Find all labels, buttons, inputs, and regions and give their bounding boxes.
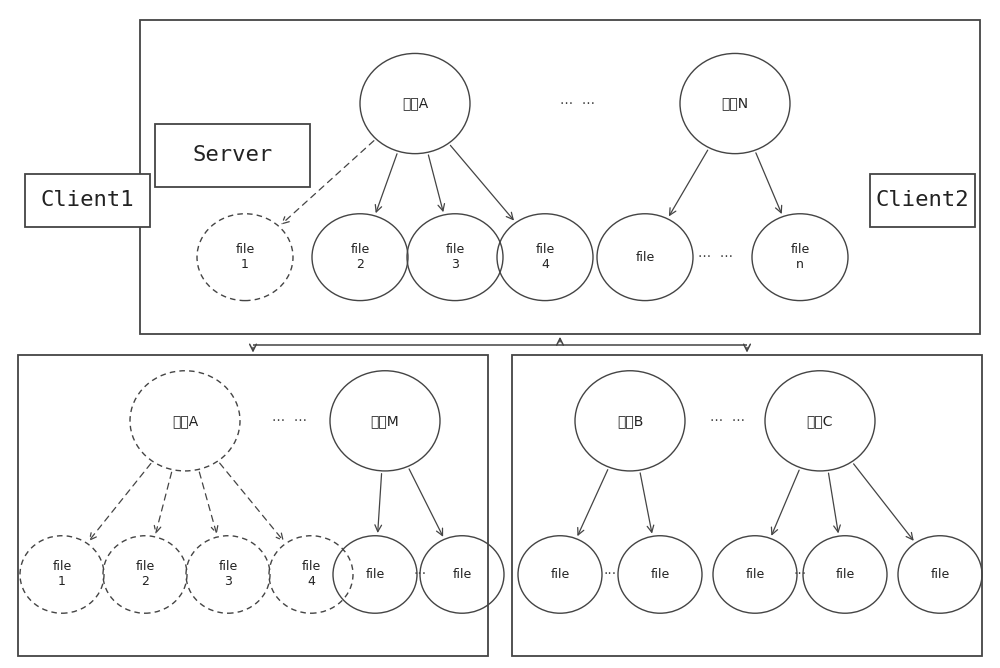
Bar xyxy=(25,174,150,227)
Text: 目录A: 目录A xyxy=(402,97,428,110)
Text: file
n: file n xyxy=(790,243,810,271)
Text: file: file xyxy=(550,568,570,581)
Bar xyxy=(870,174,975,227)
Text: file: file xyxy=(635,250,655,264)
Text: ···: ··· xyxy=(413,568,427,581)
Text: file
4: file 4 xyxy=(535,243,555,271)
Text: file
4: file 4 xyxy=(301,560,321,589)
Bar xyxy=(140,20,980,334)
Text: 目录A: 目录A xyxy=(172,414,198,428)
Text: file
1: file 1 xyxy=(52,560,72,589)
Text: Server: Server xyxy=(192,146,273,165)
Bar xyxy=(512,355,982,656)
Text: 目录M: 目录M xyxy=(371,414,399,428)
Bar xyxy=(155,124,310,187)
Text: file: file xyxy=(745,568,765,581)
Text: file
3: file 3 xyxy=(218,560,238,589)
Text: 目录B: 目录B xyxy=(617,414,643,428)
Text: file: file xyxy=(650,568,670,581)
Text: Client2: Client2 xyxy=(876,190,969,210)
Text: file: file xyxy=(452,568,472,581)
Text: 目录N: 目录N xyxy=(721,97,749,110)
Text: ···: ··· xyxy=(793,568,807,581)
Text: file
3: file 3 xyxy=(445,243,465,271)
Text: ···  ···: ··· ··· xyxy=(698,250,734,264)
Text: ···  ···: ··· ··· xyxy=(560,97,596,110)
Bar xyxy=(18,355,488,656)
Text: ···  ···: ··· ··· xyxy=(272,414,308,428)
Text: file
2: file 2 xyxy=(135,560,155,589)
Text: ···: ··· xyxy=(603,568,617,581)
Text: file
1: file 1 xyxy=(235,243,255,271)
Text: file: file xyxy=(835,568,855,581)
Text: ···  ···: ··· ··· xyxy=(710,414,744,428)
Text: file: file xyxy=(930,568,950,581)
Text: 目录C: 目录C xyxy=(807,414,833,428)
Text: file
2: file 2 xyxy=(350,243,370,271)
Text: Client1: Client1 xyxy=(41,190,134,210)
Text: file: file xyxy=(365,568,385,581)
